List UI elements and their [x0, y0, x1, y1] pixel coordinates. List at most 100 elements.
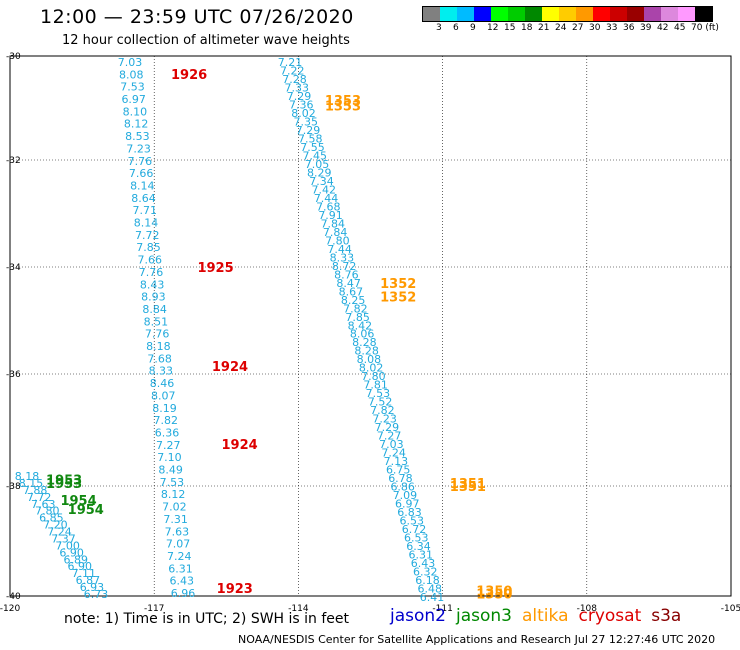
- swh-value: 7.24: [381, 447, 406, 460]
- swh-value: 7.53: [120, 81, 145, 94]
- swh-value: 8.33: [149, 365, 174, 378]
- pass-time-label: 1924: [212, 360, 248, 375]
- swh-value: 6.34: [406, 540, 431, 553]
- swh-value: 7.31: [163, 513, 188, 526]
- pass-time-label: 1352: [380, 277, 416, 292]
- swh-value: 7.00: [55, 539, 80, 552]
- legend-swatch: [423, 7, 440, 21]
- swh-value: 7.11: [72, 567, 97, 580]
- pass-time-label: 1351: [450, 480, 486, 495]
- legend-swatch: [559, 7, 576, 21]
- swh-value: 6.97: [121, 93, 146, 106]
- swh-value: 6.31: [408, 549, 433, 562]
- swh-value: 8.14: [134, 217, 159, 230]
- swh-value: 7.66: [137, 254, 162, 267]
- swh-value: 6.75: [386, 464, 411, 477]
- swh-value: 8.28: [352, 336, 377, 349]
- pass-time-label: 1924: [221, 438, 257, 453]
- swh-value: 8.19: [152, 402, 177, 415]
- swh-value: 8.18: [146, 340, 171, 353]
- legend-label: 39: [640, 23, 652, 33]
- legend-swatch: [627, 7, 644, 21]
- swh-value: 8.47: [336, 277, 361, 290]
- swh-value: 7.33: [285, 81, 310, 94]
- legend-swatch: [491, 7, 508, 21]
- pass-time-label: 1351: [450, 477, 486, 492]
- track-1353-1350: 7.217.227.287.337.297.368.027.357.297.58…: [278, 56, 445, 604]
- swh-value: 7.27: [377, 430, 402, 443]
- swh-value: 7.34: [309, 175, 334, 188]
- swh-value: 8.15: [19, 477, 44, 490]
- swh-value: 7.27: [156, 439, 181, 452]
- lat-tick-label: -38: [6, 482, 21, 492]
- swh-value: 6.36: [155, 426, 180, 439]
- altimeter-tracks: 7.038.087.536.978.108.128.537.237.767.66…: [15, 56, 445, 604]
- pass-time-label: 1953: [46, 477, 82, 492]
- swh-value: 7.03: [379, 438, 404, 451]
- swh-value: 7.72: [27, 491, 52, 504]
- swh-value: 8.93: [141, 291, 166, 304]
- swh-value: 6.43: [170, 575, 195, 588]
- legend-label: 3: [436, 23, 442, 33]
- swh-value: 7.85: [136, 241, 161, 254]
- map-border: [9, 55, 732, 597]
- swh-value: 8.18: [15, 470, 40, 483]
- legend-label: 21: [538, 23, 550, 33]
- swh-value: 6.48: [417, 583, 442, 596]
- legend-label: 15: [504, 23, 516, 33]
- pass-time-label: 1350: [476, 587, 512, 602]
- swh-value: 7.35: [294, 115, 319, 128]
- swh-value: 8.12: [161, 488, 186, 501]
- satellite-s3a: s3a: [651, 606, 682, 626]
- legend-swatch: [542, 7, 559, 21]
- swh-value: 7.20: [43, 519, 68, 532]
- swh-value: 8.06: [350, 328, 375, 341]
- swh-value: 7.85: [345, 311, 370, 324]
- pass-time-label: 1352: [380, 290, 416, 305]
- swh-value: 8.43: [140, 278, 165, 291]
- swh-value: 6.90: [59, 546, 84, 559]
- lat-tick-label: -36: [6, 370, 21, 380]
- swh-value: 7.91: [318, 209, 343, 222]
- legend-label: 42: [657, 23, 669, 33]
- swh-value: 7.37: [51, 532, 76, 545]
- legend-label: 24: [555, 23, 567, 33]
- satellite-cryosat: cryosat: [578, 606, 642, 626]
- pass-time-label: 1926: [171, 68, 207, 83]
- swh-value: 7.29: [296, 124, 321, 137]
- legend-labels: 3 6 9 12 15 18 21 24 27 30 33 36 39 42 45 70 (ft): [422, 22, 719, 36]
- swh-value: 8.29: [307, 166, 332, 179]
- swh-value: 7.45: [303, 149, 328, 162]
- swh-value: 8.51: [144, 315, 169, 328]
- swh-value: 6.87: [76, 574, 101, 587]
- swh-value: 8.67: [339, 285, 364, 298]
- legend-label: 27: [572, 23, 584, 33]
- lon-tick-label: -117: [144, 604, 164, 614]
- swh-value: 7.21: [278, 56, 303, 69]
- swh-value: 8.02: [359, 362, 384, 375]
- swh-value: 7.02: [162, 501, 187, 514]
- legend-swatch: [440, 7, 457, 21]
- lon-tick-label: -105: [721, 604, 740, 614]
- swh-value: 7.80: [361, 370, 386, 383]
- footer-note: note: 1) Time is in UTC; 2) SWH is in fe…: [64, 611, 350, 627]
- swh-value: 7.72: [135, 229, 160, 242]
- swh-value: 7.80: [325, 234, 350, 247]
- pass-time-label: 1953: [46, 473, 82, 488]
- swh-value: 6.93: [80, 581, 105, 594]
- swh-value: 7.03: [118, 56, 143, 69]
- legend-swatch: [474, 7, 491, 21]
- swh-value: 8.84: [142, 303, 167, 316]
- swh-value: 7.84: [321, 217, 346, 230]
- pass-time-label: 1350: [476, 585, 512, 600]
- swh-value: 6.85: [39, 512, 64, 525]
- swh-value: 7.44: [314, 192, 339, 205]
- legend-label: 6: [453, 23, 459, 33]
- swh-value: 7.23: [126, 142, 151, 155]
- swh-value: 7.55: [300, 141, 325, 154]
- satellite-jason2: jason2: [390, 606, 446, 626]
- footer-credit: NOAA/NESDIS Center for Satellite Applica…: [238, 633, 716, 646]
- swh-value: 6.72: [402, 523, 427, 536]
- swh-value: 7.22: [280, 64, 305, 77]
